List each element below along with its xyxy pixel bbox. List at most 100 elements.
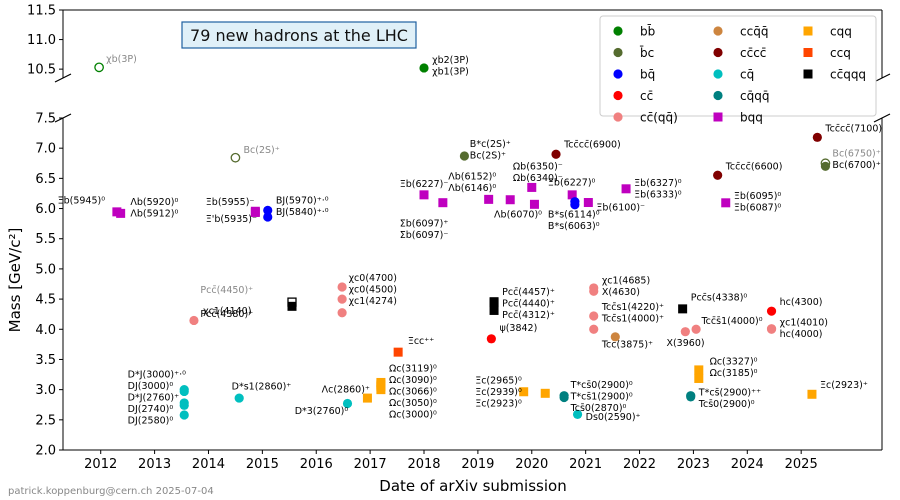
legend-label: cc̄ — [640, 89, 653, 103]
legend-marker — [713, 47, 723, 58]
point-label: Ωc(3327)⁰ — [710, 356, 758, 367]
point-label: Ξc(2939)⁰ — [475, 387, 522, 398]
y-tick-label: 4.5 — [35, 293, 56, 308]
point-label: Tcc̄cc̄(7100) — [824, 123, 882, 134]
point-label: D*J(2760)⁺ — [128, 393, 179, 404]
legend-label: cq̄ — [740, 68, 754, 82]
point-label: hc(4300) — [780, 297, 823, 308]
data-point — [484, 194, 494, 204]
data-point — [589, 311, 599, 321]
point-label: T*cs̄0(2900)⁰ — [570, 380, 633, 391]
point-label: Tcc̄s1(4000)⁺ — [601, 313, 664, 324]
legend-marker — [613, 112, 623, 122]
data-point — [337, 308, 347, 318]
data-point — [621, 184, 631, 194]
data-point — [505, 195, 515, 205]
point-label: Tcc̄s̄1(4000)⁰ — [700, 316, 762, 327]
point-label: Ξb(6095)⁰ — [734, 191, 782, 202]
point-label: Pcc̄(4450)⁺ — [200, 285, 253, 296]
x-tick-label: 2025 — [785, 457, 818, 472]
point-label: Ξb(5955)⁻ — [206, 197, 255, 208]
data-point — [419, 63, 429, 73]
data-point — [694, 373, 704, 383]
legend-label: b̄c — [640, 46, 655, 60]
point-label: χc1(4140) — [203, 306, 251, 317]
data-point — [820, 161, 831, 171]
data-point — [686, 392, 696, 402]
axis-break-mark — [54, 73, 72, 83]
legend-marker — [613, 47, 623, 58]
data-point — [489, 305, 499, 315]
legend-marker — [713, 90, 723, 101]
data-point — [250, 207, 260, 217]
point-label: Ωb(6340)⁻ — [513, 173, 563, 184]
data-point — [179, 400, 189, 410]
point-label: χb1(3P) — [432, 67, 469, 78]
data-point — [589, 286, 599, 296]
data-point — [393, 347, 403, 357]
y-tick-label: 6.0 — [35, 202, 56, 217]
point-label: Pcc̄(4380)⁺ — [200, 309, 253, 320]
y-tick-label: 3.5 — [35, 353, 56, 368]
point-label: Ξb(6100)⁻ — [596, 202, 645, 213]
legend-marker — [713, 112, 723, 122]
data-point — [559, 392, 569, 403]
data-point — [362, 393, 372, 403]
y-tick-label: 7.5 — [35, 112, 56, 127]
point-label: Σb(6097)⁻ — [400, 230, 449, 241]
data-point — [438, 198, 448, 208]
y-tick-label: 5.5 — [35, 232, 56, 247]
data-point — [116, 208, 126, 218]
data-point — [812, 132, 822, 142]
data-point — [189, 315, 199, 326]
y-axis-label: Mass [GeV/c²] — [6, 228, 24, 333]
point-label: DJ(3000)⁰ — [128, 381, 174, 392]
data-point — [589, 324, 599, 334]
data-point — [376, 385, 386, 395]
point-labels: χb(3P) χb2(3P)χb1(3P)Ξb(5945)⁰ Λb(5920)⁰Λb… — [58, 54, 882, 427]
point-label: BJ(5970)⁺·⁰ — [276, 196, 329, 207]
x-axis-label: Date of arXiv submission — [379, 477, 566, 495]
point-label: Pcc̄(4440)⁺ — [502, 298, 555, 309]
data-point — [529, 199, 539, 209]
point-label: B*c(2S)⁺ — [470, 139, 511, 150]
data-point — [486, 334, 496, 344]
data-point — [263, 205, 273, 215]
data-point — [572, 409, 583, 419]
point-label: X(4630) — [602, 287, 640, 298]
data-point — [234, 393, 244, 403]
legend-marker — [803, 48, 813, 57]
legend: bb̄ b̄c bq̄ cc̄ cc̄(qq̄) ccq̄q̄ cc̄cc̄ cq̄ cq̄qq… — [599, 15, 877, 125]
upper-axes: 10.5 11.0 11.5 — [27, 4, 883, 78]
point-label: Ξc(2965)⁰ — [475, 376, 522, 387]
point-label: Ξc(2923)⁰ — [475, 399, 522, 410]
point-label: D*s1(2860)⁺ — [232, 382, 292, 393]
point-label: Tcc̄cc̄(6600) — [725, 161, 783, 172]
point-label: Bc(2S)⁺ — [244, 145, 280, 156]
data-point — [459, 151, 470, 161]
point-label: D*J(3000)⁺·⁰ — [128, 370, 186, 381]
point-label: Ωc(3000)⁰ — [389, 410, 437, 421]
legend-marker — [803, 69, 813, 79]
legend-label: bb̄ — [640, 24, 655, 38]
point-label: Ξc(2923)⁺ — [820, 380, 868, 391]
legend-label: cc̄cc̄ — [740, 46, 766, 60]
point-label: Bc(6750)⁺ — [832, 149, 880, 160]
data-point — [678, 304, 688, 314]
legend-marker — [613, 90, 623, 101]
data-point — [179, 410, 189, 420]
data-point-open — [230, 152, 241, 163]
lower-axes: 2.0 2.5 3.0 3.5 4.0 4.5 5.0 5.5 6.0 6.5 7.0 7.5 2012… — [35, 73, 891, 472]
data-point — [489, 298, 499, 308]
point-label: BJ(5840)⁺·⁰ — [276, 207, 329, 218]
data-points — [94, 62, 831, 420]
point-label: Ωb(6350)⁻ — [513, 161, 563, 172]
y-tick-label: 7.0 — [35, 142, 56, 157]
x-tick-label: 2023 — [677, 457, 710, 472]
data-point — [610, 332, 620, 342]
point-label: B*s(6114)⁰ — [548, 210, 600, 221]
x-tick-label: 2024 — [731, 457, 764, 472]
y-tick-label: 2.5 — [35, 413, 56, 428]
legend-label: cc̄qqq — [830, 68, 866, 82]
